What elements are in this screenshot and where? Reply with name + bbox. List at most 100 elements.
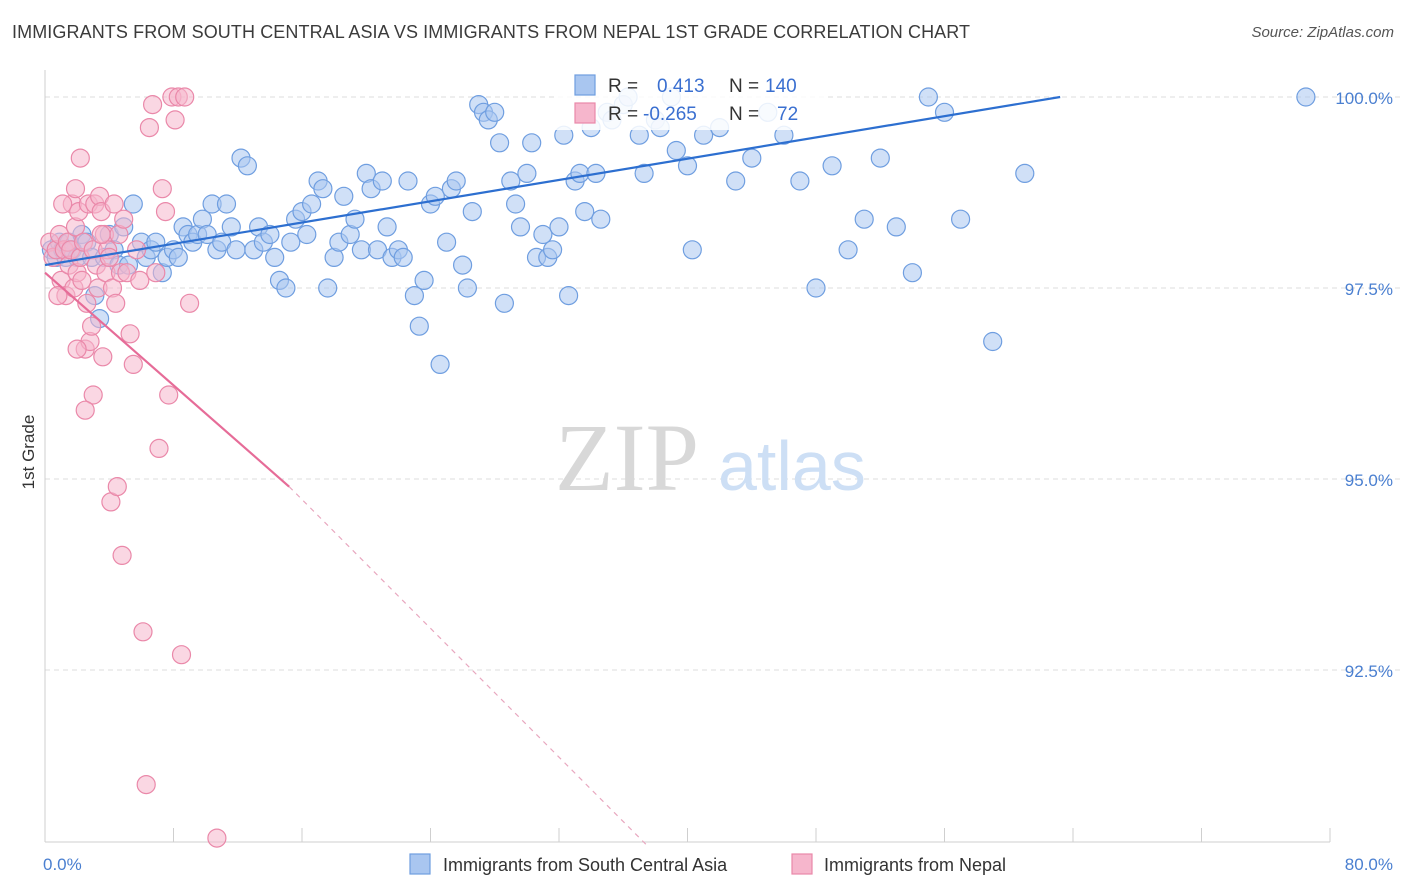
- point-south-central-asia: [260, 224, 280, 245]
- point-south-central-asia: [870, 148, 890, 168]
- point-south-central-asia: [123, 194, 143, 214]
- stats-r-value-1: 0.413: [657, 76, 705, 97]
- stats-swatch-blue: [574, 74, 596, 96]
- point-nepal: [75, 400, 95, 420]
- point-south-central-asia: [666, 140, 686, 161]
- point-nepal: [133, 622, 153, 642]
- point-south-central-asia: [453, 255, 473, 275]
- point-nepal: [83, 385, 103, 405]
- point-nepal: [159, 385, 179, 405]
- point-nepal: [67, 339, 87, 359]
- point-nepal: [112, 545, 132, 566]
- point-nepal: [152, 179, 172, 199]
- stats-n-value-2: 72: [777, 104, 798, 125]
- point-south-central-asia: [490, 133, 510, 153]
- point-nepal: [81, 316, 102, 336]
- point-south-central-asia: [591, 209, 611, 229]
- point-south-central-asia: [494, 293, 514, 313]
- point-south-central-asia: [822, 156, 842, 176]
- trend-line-nepal-extension: [288, 486, 648, 847]
- stats-swatch-pink: [574, 102, 596, 124]
- point-south-central-asia: [281, 232, 301, 252]
- point-south-central-asia: [446, 171, 466, 191]
- trend-line-south-central-asia: [44, 95, 1061, 267]
- point-south-central-asia: [838, 240, 858, 260]
- point-nepal: [136, 774, 156, 795]
- point-south-central-asia: [404, 286, 424, 306]
- point-south-central-asia: [570, 163, 590, 183]
- point-south-central-asia: [313, 179, 333, 199]
- legend-swatch-pink: [791, 853, 813, 875]
- y-axis-title: 1st Grade: [19, 415, 38, 490]
- point-south-central-asia: [168, 247, 188, 267]
- point-south-central-asia: [485, 102, 505, 122]
- trend-line-nepal: [44, 271, 290, 488]
- point-south-central-asia: [297, 224, 317, 245]
- x-tick-label: 0.0%: [43, 855, 82, 874]
- point-south-central-asia: [542, 240, 563, 260]
- point-south-central-asia: [726, 171, 746, 191]
- trend-lines: [44, 95, 1061, 847]
- point-south-central-asia: [634, 163, 654, 183]
- point-nepal: [104, 194, 124, 214]
- point-south-central-asia: [983, 331, 1003, 352]
- stats-n-label-2: N =: [729, 104, 759, 125]
- point-nepal: [72, 270, 92, 290]
- chart-title: IMMIGRANTS FROM SOUTH CENTRAL ASIA VS IM…: [12, 22, 971, 42]
- y-tick-label: 95.0%: [1345, 471, 1393, 490]
- point-south-central-asia: [221, 217, 241, 237]
- point-south-central-asia: [334, 186, 354, 206]
- point-south-central-asia: [742, 148, 762, 168]
- point-south-central-asia: [677, 156, 698, 176]
- source-credit: Source: ZipAtlas.com: [1251, 24, 1394, 41]
- point-south-central-asia: [886, 217, 906, 237]
- point-south-central-asia: [462, 202, 482, 222]
- point-south-central-asia: [409, 316, 429, 336]
- point-south-central-asia: [276, 278, 296, 298]
- y-tick-label: 92.5%: [1345, 662, 1393, 681]
- point-south-central-asia: [505, 194, 526, 214]
- point-nepal: [180, 293, 200, 313]
- y-tick-label: 97.5%: [1345, 280, 1393, 299]
- point-south-central-asia: [790, 171, 810, 191]
- point-south-central-asia: [1015, 163, 1035, 183]
- point-south-central-asia: [393, 247, 413, 267]
- point-nepal: [130, 270, 150, 290]
- point-south-central-asia: [430, 354, 450, 374]
- point-south-central-asia: [510, 217, 531, 237]
- x-tick-label: 80.0%: [1345, 855, 1393, 874]
- point-south-central-asia: [318, 278, 338, 298]
- stats-r-label-2: R =: [608, 104, 638, 125]
- stats-r-value-2: -0.265: [643, 104, 697, 125]
- point-south-central-asia: [517, 163, 537, 183]
- point-nepal: [114, 209, 134, 229]
- point-south-central-asia: [575, 202, 595, 222]
- y-tick-label: 100.0%: [1335, 89, 1393, 108]
- point-south-central-asia: [918, 87, 939, 107]
- point-south-central-asia: [934, 102, 955, 122]
- legend-label-nepal: Immigrants from Nepal: [824, 855, 1006, 875]
- legend-swatch-blue: [409, 853, 431, 875]
- axes: 100.0% 97.5% 95.0% 92.5% 0.0% 80.0%: [43, 70, 1393, 874]
- gridlines: [45, 96, 1400, 671]
- stats-box: R = 0.413 N = 140 R = -0.265 N = 72: [555, 68, 827, 130]
- point-nepal: [106, 293, 126, 313]
- point-south-central-asia: [854, 209, 874, 229]
- point-nepal: [175, 87, 195, 107]
- point-nepal: [123, 354, 143, 374]
- point-south-central-asia: [226, 240, 246, 260]
- point-nepal: [207, 828, 227, 848]
- point-south-central-asia: [806, 278, 826, 298]
- point-nepal: [171, 645, 192, 665]
- point-nepal: [65, 179, 86, 199]
- point-south-central-asia: [501, 171, 521, 191]
- stats-n-label-1: N =: [729, 76, 759, 97]
- point-south-central-asia: [398, 171, 418, 191]
- point-south-central-asia: [351, 240, 371, 260]
- legend-label-south-central-asia: Immigrants from South Central Asia: [443, 855, 728, 875]
- point-south-central-asia: [549, 217, 569, 237]
- stats-r-label-1: R =: [608, 76, 638, 97]
- point-nepal: [107, 477, 127, 497]
- watermark-atlas: atlas: [718, 427, 866, 505]
